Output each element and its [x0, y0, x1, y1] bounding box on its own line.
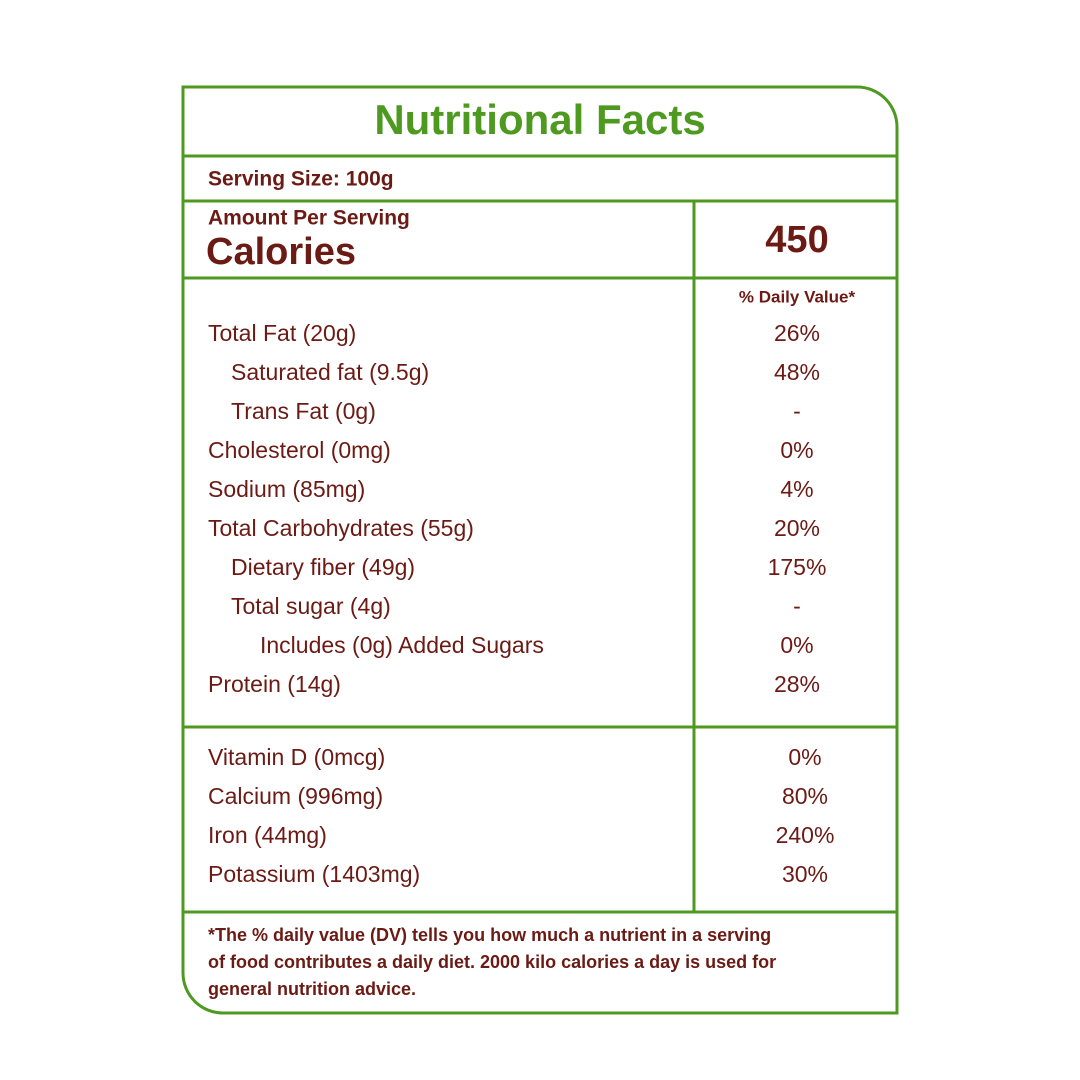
nutrient-dv: 48%	[774, 359, 820, 385]
nutrient-label: Saturated fat (9.5g)	[231, 359, 429, 385]
amount-per-serving: Amount Per Serving	[208, 207, 410, 230]
nutrient-dv: 26%	[774, 320, 820, 346]
daily-value-header: % Daily Value*	[739, 287, 856, 306]
vitamin-label: Calcium (996mg)	[208, 783, 383, 809]
title: Nutritional Facts	[374, 96, 705, 143]
vitamin-label: Potassium (1403mg)	[208, 861, 420, 887]
nutrient-label: Dietary fiber (49g)	[231, 554, 415, 580]
vitamin-dv: 0%	[788, 744, 821, 770]
vitamin-dv: 80%	[782, 783, 828, 809]
nutrient-dv: 20%	[774, 515, 820, 541]
nutrient-label: Protein (14g)	[208, 671, 341, 697]
nutrient-label: Total Carbohydrates (55g)	[208, 515, 474, 541]
vitamin-dv: 240%	[776, 822, 835, 848]
nutrient-dv: 0%	[780, 632, 813, 658]
calories-value: 450	[765, 219, 828, 261]
nutrient-label: Total Fat (20g)	[208, 320, 356, 346]
label-border	[181, 85, 899, 1015]
nutrient-dv: 4%	[780, 476, 813, 502]
nutrient-label: Sodium (85mg)	[208, 476, 365, 502]
vitamin-label: Vitamin D (0mcg)	[208, 744, 385, 770]
nutrient-label: Total sugar (4g)	[231, 593, 391, 619]
vitamin-dv: 30%	[782, 861, 828, 887]
footnote-line: *The % daily value (DV) tells you how mu…	[208, 925, 771, 945]
footnote-line: general nutrition advice.	[208, 979, 416, 999]
vitamin-label: Iron (44mg)	[208, 822, 327, 848]
nutrient-dv: 0%	[780, 437, 813, 463]
footnote-line: of food contributes a daily diet. 2000 k…	[208, 952, 776, 972]
calories-label: Calories	[206, 231, 356, 273]
serving-size: Serving Size: 100g	[208, 168, 394, 191]
nutrient-dv: 175%	[768, 554, 827, 580]
nutrient-dv: -	[793, 593, 801, 619]
nutrient-dv: 28%	[774, 671, 820, 697]
nutrient-label: Trans Fat (0g)	[231, 398, 376, 424]
nutrient-dv: -	[793, 398, 801, 424]
nutrient-label: Cholesterol (0mg)	[208, 437, 391, 463]
nutrient-label: Includes (0g) Added Sugars	[260, 632, 544, 658]
